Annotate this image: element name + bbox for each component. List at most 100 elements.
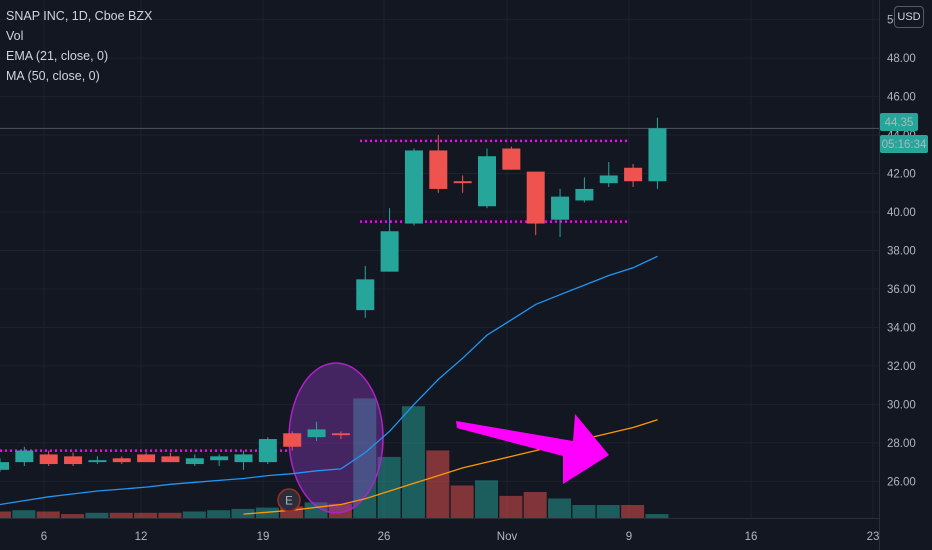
volume-bar [645, 514, 669, 518]
indicator-ema-label[interactable]: EMA (21, close, 0) [6, 49, 109, 63]
volume-bar [475, 480, 498, 518]
price-tick-label: 28.00 [887, 438, 916, 450]
candle-body [429, 150, 448, 189]
ema-line [0, 255, 658, 506]
price-axis[interactable]: 26.00 28.00 30.00 32.00 34.00 36.00 38.00 40.00… [887, 15, 916, 489]
candle[interactable] [112, 456, 131, 465]
candle-body [112, 458, 131, 463]
candle-body [64, 456, 83, 465]
time-tick-label: Nov [497, 531, 518, 543]
volume-bar [426, 450, 450, 518]
candle[interactable] [453, 175, 472, 193]
time-tick-label: 16 [745, 531, 758, 543]
candle[interactable] [210, 454, 229, 466]
candle-body [502, 148, 521, 170]
candle-body [551, 196, 570, 220]
volume-bar [134, 512, 158, 518]
volume-bar [621, 505, 645, 518]
price-tick-label: 36.00 [887, 284, 916, 296]
time-axis[interactable]: 6 12 19 26 Nov 9 16 23 [41, 531, 880, 543]
candle-body [307, 429, 326, 438]
candle[interactable] [478, 148, 496, 209]
price-tick-label: 40.00 [887, 207, 916, 219]
chart-legend[interactable]: SNAP INC, 1D, Cboe BZX Vol EMA (21, clos… [6, 6, 152, 86]
earnings-marker-label: E [285, 496, 293, 508]
volume-bar [182, 511, 206, 518]
candle-body [526, 171, 545, 224]
candle-body [88, 460, 107, 463]
candle-body [210, 456, 229, 461]
symbol-title[interactable]: SNAP INC, 1D, Cboe BZX [6, 9, 153, 23]
indicator-volume-label[interactable]: Vol [6, 29, 24, 43]
candle[interactable] [15, 446, 34, 466]
time-tick-label: 19 [257, 531, 270, 543]
candle[interactable] [624, 163, 643, 188]
candle[interactable] [161, 452, 180, 463]
candle[interactable] [0, 458, 9, 472]
volume-bar [85, 512, 109, 518]
candle[interactable] [648, 117, 667, 189]
candle-body [624, 167, 643, 182]
last-price-label: 44.35 [885, 117, 914, 129]
volume-bar [36, 511, 60, 518]
magenta-arrow-shape [456, 414, 609, 484]
countdown-label: 05:16:34 [882, 139, 927, 151]
candle[interactable] [283, 431, 302, 451]
candle[interactable] [526, 171, 545, 236]
volume-bar [572, 505, 596, 518]
price-tick-label: 42.00 [887, 169, 916, 181]
candle[interactable] [551, 188, 570, 238]
price-tick-label: 48.00 [887, 53, 916, 65]
price-tick-label: 26.00 [887, 476, 916, 488]
earnings-marker[interactable]: E [277, 488, 301, 512]
countdown-badge-bg [880, 135, 928, 153]
currency-button[interactable]: USD [894, 6, 924, 28]
time-tick-label: 9 [626, 531, 632, 543]
candle-body [599, 175, 618, 184]
candle[interactable] [185, 454, 204, 466]
candle[interactable] [331, 431, 350, 440]
candle[interactable] [88, 456, 107, 465]
candle-body [575, 188, 594, 201]
price-tick-label: 30.00 [887, 399, 916, 411]
candle-body [331, 433, 350, 436]
volume-highlight-ellipse[interactable] [288, 362, 384, 514]
candle[interactable] [429, 135, 448, 193]
last-price-badge: 44.35 05:16:34 [880, 113, 928, 153]
volume-bar [523, 492, 547, 518]
volume-bar [401, 406, 425, 518]
candle[interactable] [307, 421, 326, 441]
indicator-ma-label[interactable]: MA (50, close, 0) [6, 69, 100, 83]
candle-body [478, 156, 496, 207]
candle[interactable] [356, 265, 375, 318]
candle[interactable] [258, 437, 277, 465]
candle-body [648, 128, 667, 182]
candle-body [161, 456, 180, 463]
candle[interactable] [137, 452, 156, 463]
price-tick-label: 34.00 [887, 322, 916, 334]
time-tick-label: 12 [135, 531, 148, 543]
annotation-arrow[interactable] [456, 414, 609, 484]
time-tick-label: 23 [867, 531, 880, 543]
volume-bar [207, 510, 231, 518]
candle[interactable] [404, 148, 423, 226]
price-tick-label: 38.00 [887, 245, 916, 257]
volume-bar [596, 505, 620, 518]
candle-body [356, 279, 375, 311]
candle[interactable] [502, 146, 521, 170]
candle[interactable] [599, 161, 618, 188]
candle[interactable] [39, 450, 58, 466]
candle-body [15, 450, 34, 463]
candle[interactable] [575, 177, 594, 203]
candle-body [185, 458, 204, 465]
volume-bar [548, 498, 572, 518]
candle[interactable] [234, 450, 253, 470]
volume-bar [499, 495, 523, 518]
volume-bar [109, 512, 133, 518]
earnings-marker-circle [277, 488, 301, 512]
candle[interactable] [380, 208, 399, 272]
volume-bar [328, 503, 352, 518]
candle[interactable] [64, 452, 83, 466]
grid-lines [0, 0, 880, 518]
